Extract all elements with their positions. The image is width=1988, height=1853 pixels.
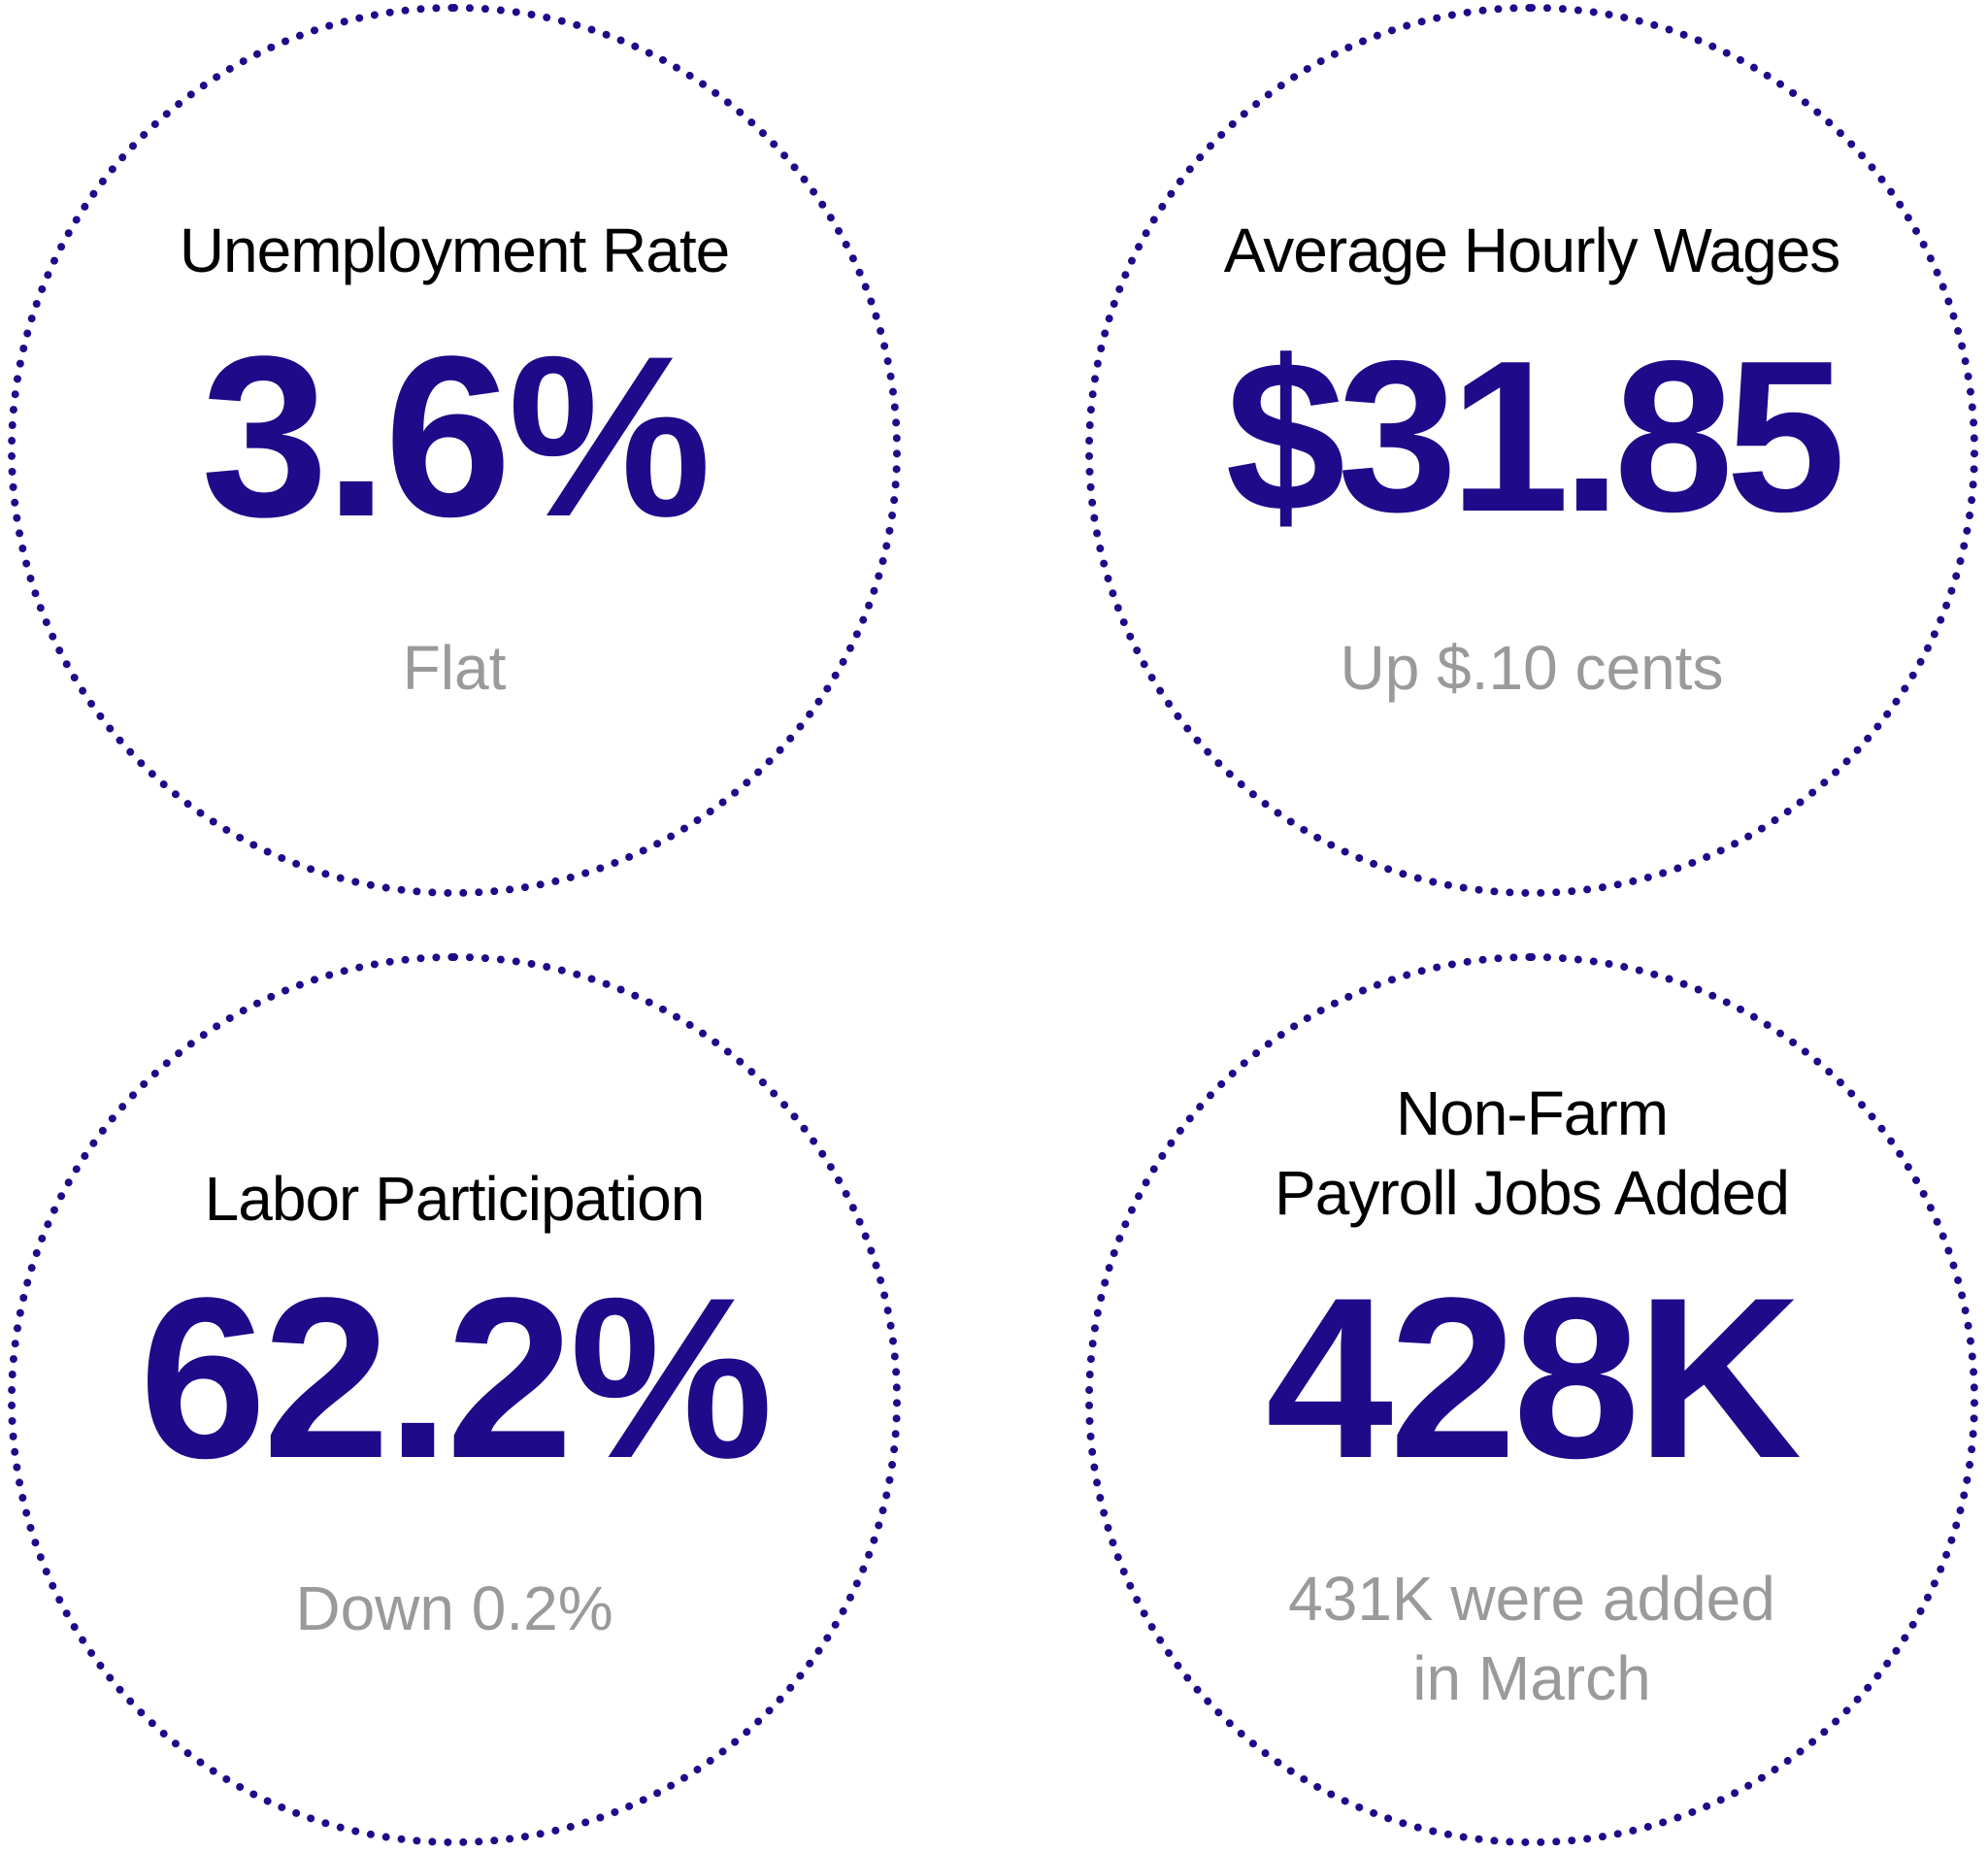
stat-value: 62.2% — [139, 1250, 773, 1506]
stat-title: Unemployment Rate — [16, 211, 893, 290]
stat-note-line: in March — [1412, 1643, 1651, 1713]
stat-title-line: Payroll Jobs Added — [1275, 1158, 1790, 1228]
stat-title-line: Labor Participation — [204, 1164, 706, 1234]
stat-circle-average-hourly-wages: Average Hourly Wages $31.85 Up $.10 cent… — [1085, 4, 1978, 897]
stat-value: $31.85 — [1225, 316, 1845, 557]
stat-note: Down 0.2% — [16, 1569, 893, 1648]
stat-title-line: Unemployment Rate — [179, 215, 730, 285]
stat-circle-non-farm-payroll-jobs: Non-Farm Payroll Jobs Added 428K 431K we… — [1085, 953, 1978, 1846]
stat-circle-unemployment-rate: Unemployment Rate 3.6% Flat — [8, 4, 901, 897]
stat-value: 3.6% — [201, 309, 712, 565]
stat-note-line: Flat — [402, 633, 507, 703]
stat-note: Up $.10 cents — [1093, 628, 1971, 708]
stat-note-line: Down 0.2% — [295, 1573, 613, 1643]
stat-note-line: Up $.10 cents — [1340, 633, 1724, 703]
stat-note: Flat — [16, 628, 893, 708]
stat-title: Average Hourly Wages — [1093, 211, 1971, 290]
stat-title: Non-Farm Payroll Jobs Added — [1093, 1074, 1971, 1233]
stat-title-line: Average Hourly Wages — [1223, 215, 1841, 285]
stat-value: 428K — [1265, 1250, 1802, 1506]
stat-note-line: 431K were added — [1288, 1564, 1775, 1634]
stat-title: Labor Participation — [16, 1159, 893, 1239]
stat-circle-labor-participation: Labor Participation 62.2% Down 0.2% — [8, 953, 901, 1846]
stat-title-line: Non-Farm — [1395, 1078, 1669, 1148]
stat-note: 431K were added in March — [1093, 1559, 1971, 1718]
